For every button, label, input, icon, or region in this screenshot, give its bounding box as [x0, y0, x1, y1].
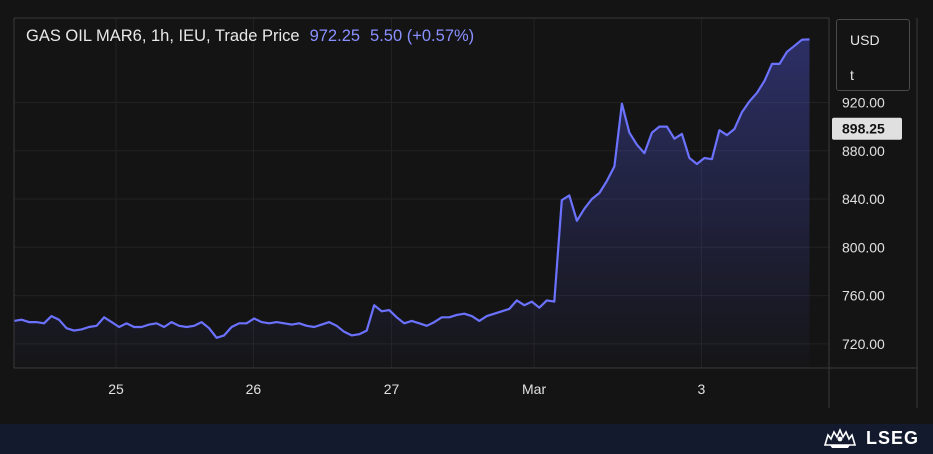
- price-series-line: [13, 38, 810, 339]
- y-tick-label: 920.00: [842, 94, 885, 110]
- y-tick-label: 720.00: [842, 336, 885, 352]
- unit-label: t: [850, 67, 854, 83]
- x-tick-label: 25: [108, 381, 124, 397]
- footer-bar: LSEG: [0, 424, 933, 454]
- x-tick-label: 26: [246, 381, 262, 397]
- y-tick-label: 760.00: [842, 288, 885, 304]
- price-chart[interactable]: 720.00 760.00 800.00 840.00 880.00 920.00 25 2…: [0, 0, 933, 424]
- y-tick-label: 880.00: [842, 143, 885, 159]
- lseg-lion-crest-icon: [823, 427, 857, 448]
- x-tick-label: 27: [384, 381, 400, 397]
- x-tick-label: 3: [698, 381, 706, 397]
- price-tag-label: 898.25: [842, 121, 885, 137]
- legend-symbol: GAS OIL MAR6, 1h, IEU, Trade Price: [26, 27, 300, 45]
- x-tick-label: Mar: [522, 381, 546, 397]
- chart-panel: 720.00 760.00 800.00 840.00 880.00 920.00 25 2…: [0, 0, 933, 424]
- y-tick-label: 800.00: [842, 239, 885, 255]
- price-tag-box: [832, 117, 902, 140]
- legend-change: 5.50 (+0.57%): [370, 27, 475, 45]
- brand-name: LSEG: [865, 427, 919, 448]
- brand-logo: LSEG: [822, 427, 919, 449]
- unit-selector[interactable]: USD t: [836, 19, 910, 91]
- price-area: [14, 39, 810, 369]
- chart-legend: GAS OIL MAR6, 1h, IEU, Trade Price 972.25…: [26, 27, 474, 46]
- legend-last-price: 972.25: [309, 27, 361, 45]
- y-tick-label: 840.00: [842, 191, 885, 207]
- currency-label: USD: [850, 32, 880, 48]
